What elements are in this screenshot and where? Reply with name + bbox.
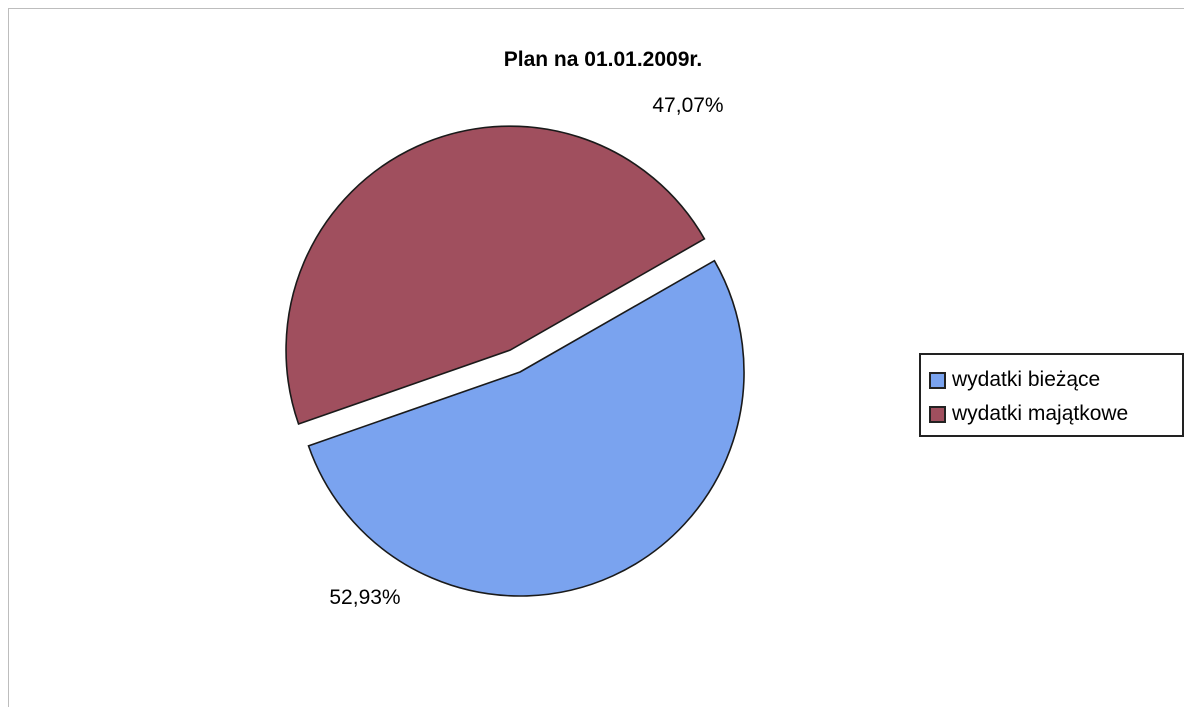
- pie-slice-wydatki-biezace: [307, 259, 745, 597]
- legend-swatch-red: [929, 405, 946, 423]
- pie-slice-wydatki-majatkowe: [285, 125, 706, 426]
- chart-title: Plan na 01.01.2009r.: [504, 48, 702, 71]
- legend: wydatki bieżące wydatki majątkowe: [919, 353, 1184, 437]
- pie-slices: [285, 125, 745, 597]
- legend-item-wydatki-majatkowe: wydatki majątkowe: [929, 397, 1182, 431]
- legend-swatch-blue: [929, 371, 946, 389]
- data-label-wydatki-majatkowe: 47,07%: [652, 94, 723, 117]
- chart-area: [8, 8, 1184, 707]
- data-label-wydatki-biezace: 52,93%: [329, 586, 400, 609]
- legend-label: wydatki bieżące: [952, 368, 1101, 391]
- legend-label: wydatki majątkowe: [952, 402, 1129, 425]
- legend-item-wydatki-biezace: wydatki bieżące: [929, 363, 1182, 397]
